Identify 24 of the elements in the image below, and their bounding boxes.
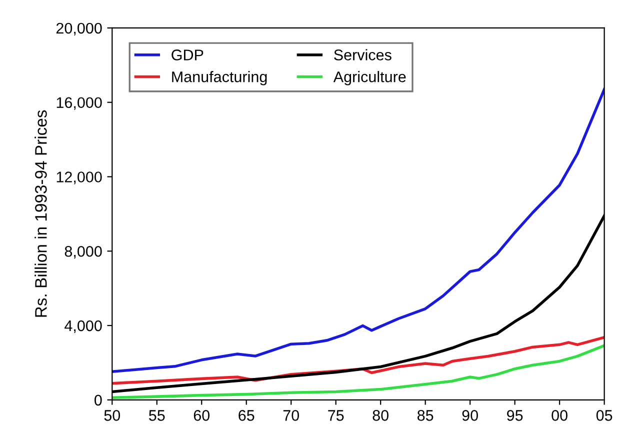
x-tick-label: 60: [194, 410, 210, 421]
x-tick-label: 55: [149, 410, 165, 421]
y-tick-label: 8,000: [64, 246, 102, 259]
x-tick-label: 50: [104, 410, 120, 421]
y-tick-label: 20,000: [56, 22, 102, 36]
legend-label: Agriculture: [333, 71, 406, 86]
legend-label: GDP: [172, 50, 204, 60]
y-tick-label: 0: [94, 394, 102, 406]
x-tick-label: 75: [328, 410, 344, 421]
x-tick-label: 05: [596, 410, 612, 421]
y-tick-label: 4,000: [64, 320, 102, 333]
x-tick-label: 95: [507, 410, 523, 421]
x-tick-label: 70: [283, 410, 300, 421]
legend-label: Services: [334, 49, 392, 60]
x-tick-label: 90: [462, 410, 478, 421]
legend-label: Manufacturing: [172, 71, 267, 86]
y-tick-label: 16,000: [56, 97, 102, 110]
y-axis-title: Rs. Billion in 1993-94 Prices: [34, 110, 47, 317]
x-tick-label: 85: [418, 410, 434, 421]
x-tick-label: 00: [552, 410, 568, 421]
y-tick-label: 12,000: [56, 172, 102, 184]
x-tick-label: 80: [372, 410, 388, 421]
x-tick-label: 65: [238, 410, 254, 421]
line-series: [112, 88, 604, 374]
